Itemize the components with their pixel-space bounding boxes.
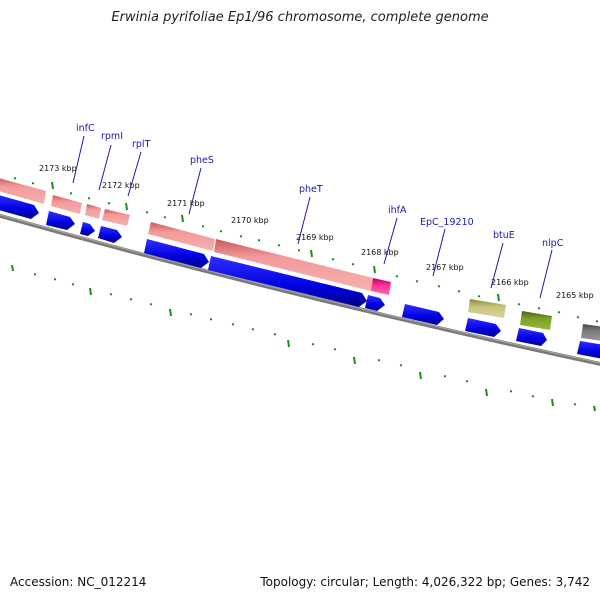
kbp-label-2168: 2168 kbp <box>361 248 399 257</box>
gene-block-rplT <box>102 209 130 226</box>
accession-text: Accession: NC_012214 <box>10 575 147 589</box>
kbp-label-2165: 2165 kbp <box>556 291 594 300</box>
cds-arrow <box>516 328 547 346</box>
gene-block-btuE <box>468 299 506 318</box>
cds-arrow <box>80 222 95 236</box>
cds-arrow <box>208 256 367 307</box>
kbp-label-2173: 2173 kbp <box>39 164 77 173</box>
gene-label-infC: infC <box>76 123 95 134</box>
inner-tick-ring <box>0 261 596 412</box>
gene-label-btuE: btuE <box>493 230 515 241</box>
kbp-labels: 2173 kbp 2172 kbp 2171 kbp 2170 kbp 2169… <box>39 164 594 300</box>
gene-block-pheT <box>214 239 373 291</box>
kbp-label-2171: 2171 kbp <box>167 199 205 208</box>
kbp-label-2170: 2170 kbp <box>231 216 269 225</box>
gene-leader-lines <box>72 135 553 299</box>
gene-block-nlpC <box>520 311 552 330</box>
gene-label-rplT: rplT <box>132 139 151 150</box>
map-title: Erwinia pyrifoliae Ep1/96 chromosome, co… <box>111 10 489 25</box>
genome-summary-text: Topology: circular; Length: 4,026,322 bp… <box>260 575 590 589</box>
kbp-label-2172: 2172 kbp <box>102 181 140 190</box>
cds-arrow <box>46 211 75 230</box>
gene-track <box>0 178 600 341</box>
cds-arrow <box>0 195 39 219</box>
kbp-label-2167: 2167 kbp <box>426 263 464 272</box>
gene-block-pheS <box>148 222 215 251</box>
gene-label-nlpC: nlpC <box>542 238 564 249</box>
cds-arrow <box>465 318 501 337</box>
gene-block-infC <box>51 195 82 214</box>
cds-arrow <box>144 239 209 268</box>
cds-arrow <box>98 226 122 243</box>
gene-labels: infC rpmI rplT pheS pheT ihfA EpC_19210 … <box>76 123 564 249</box>
gene-block-rpmI <box>85 204 101 219</box>
cds-arrow <box>365 295 385 311</box>
gene-label-EpC_19210: EpC_19210 <box>420 217 474 228</box>
gene-label-pheT: pheT <box>299 184 323 195</box>
cds-track <box>0 195 600 359</box>
gene-label-pheS: pheS <box>190 155 214 166</box>
cds-arrow <box>402 304 444 325</box>
outer-tick-ring <box>13 177 599 323</box>
gene-label-rpmI: rpmI <box>101 131 123 142</box>
genome-backbone <box>0 213 600 366</box>
cds-arrow <box>577 341 600 359</box>
gene-block-salmon <box>0 178 46 204</box>
gene-label-ihfA: ihfA <box>388 205 407 216</box>
kbp-label-2169: 2169 kbp <box>296 233 334 242</box>
gene-block-ihfA <box>371 278 391 295</box>
genome-backbone-highlight <box>0 214 600 364</box>
kbp-label-2166: 2166 kbp <box>491 278 529 287</box>
gene-block-gray <box>581 324 600 341</box>
